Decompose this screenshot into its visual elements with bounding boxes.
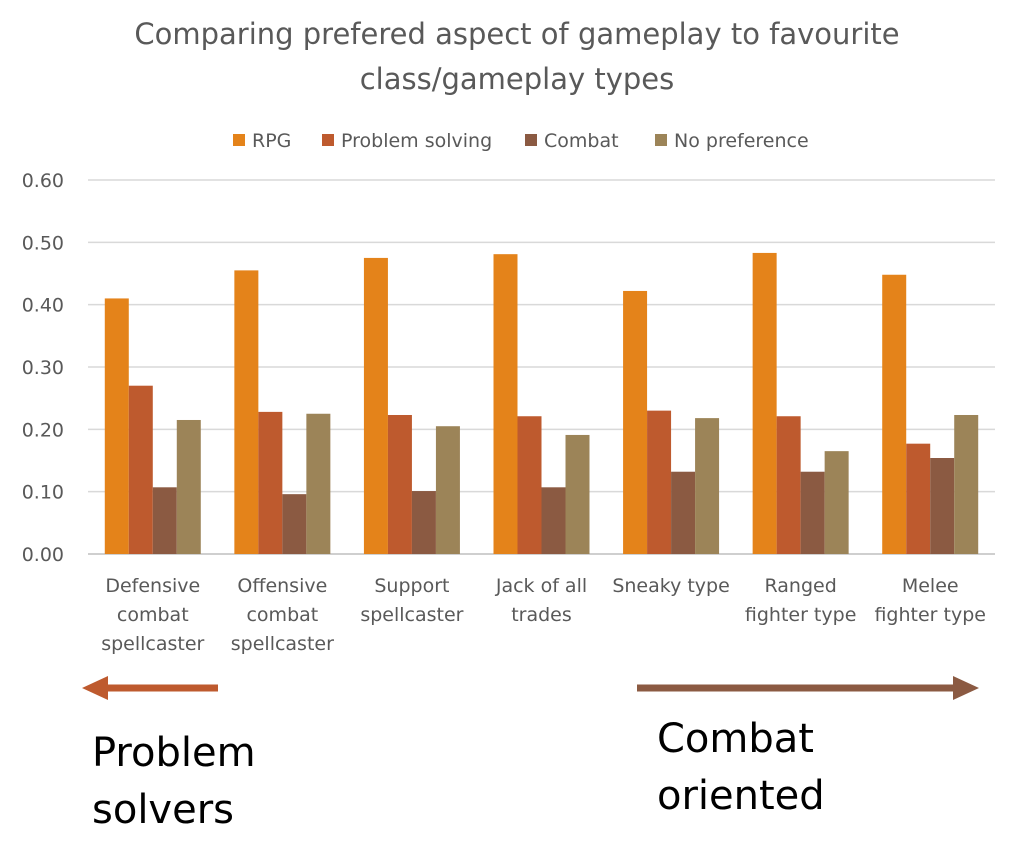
bar-problem-solving xyxy=(906,443,931,554)
bar-rpg xyxy=(493,254,518,554)
bar-problem-solving xyxy=(776,416,801,554)
bar-rpg xyxy=(234,270,259,554)
legend-label: Problem solving xyxy=(341,130,492,152)
legend-label: Combat xyxy=(544,130,619,152)
bar-no-preference xyxy=(435,426,460,554)
legend-swatch xyxy=(655,134,667,146)
chart-title: class/gameplay types xyxy=(360,62,675,96)
y-tick-label: 0.40 xyxy=(22,295,64,317)
bar-problem-solving xyxy=(128,385,153,554)
legend-label: No preference xyxy=(674,130,809,152)
legend-swatch xyxy=(525,134,537,146)
x-tick-label: Jack of all xyxy=(495,575,587,597)
bar-combat xyxy=(930,458,955,554)
x-tick-label: spellcaster xyxy=(101,633,204,655)
y-tick-label: 0.20 xyxy=(22,419,64,441)
x-tick-label: combat xyxy=(246,604,318,626)
x-tick-label: fighter type xyxy=(745,604,857,626)
x-tick-label: Offensive xyxy=(237,575,327,597)
bar-problem-solving xyxy=(387,414,412,554)
x-tick-label: Melee xyxy=(902,575,959,597)
x-tick-label: Ranged xyxy=(765,575,837,597)
bar-combat xyxy=(411,491,436,554)
x-tick-label: fighter type xyxy=(874,604,986,626)
combat-oriented-label: oriented xyxy=(657,773,825,819)
x-tick-label: Support xyxy=(374,575,449,597)
bar-rpg xyxy=(623,290,648,554)
legend-swatch xyxy=(322,134,334,146)
problem-solvers-label: solvers xyxy=(92,787,234,833)
x-tick-label: Defensive xyxy=(105,575,200,597)
x-tick-label: combat xyxy=(117,604,189,626)
bar-rpg xyxy=(363,257,388,554)
bar-combat xyxy=(152,487,177,554)
y-tick-label: 0.50 xyxy=(22,232,64,254)
y-tick-label: 0.10 xyxy=(22,482,64,504)
bar-rpg xyxy=(882,274,907,554)
bar-no-preference xyxy=(695,418,720,554)
bar-problem-solving xyxy=(517,416,542,554)
combat-oriented-label: Combat xyxy=(657,716,814,762)
y-tick-label: 0.00 xyxy=(22,544,64,566)
legend-swatch xyxy=(233,134,245,146)
bar-combat xyxy=(671,471,696,554)
bar-problem-solving xyxy=(647,410,672,554)
bar-rpg xyxy=(104,298,129,554)
x-tick-label: Sneaky type xyxy=(612,575,730,597)
left-arrow-head xyxy=(82,676,108,700)
bar-no-preference xyxy=(306,413,331,554)
bar-combat xyxy=(282,494,307,554)
bar-no-preference xyxy=(954,414,979,554)
problem-solvers-label: Problem xyxy=(92,730,256,776)
bar-combat xyxy=(541,487,566,554)
right-arrow-head xyxy=(953,676,979,700)
x-tick-label: spellcaster xyxy=(360,604,463,626)
bar-rpg xyxy=(752,252,777,554)
legend-label: RPG xyxy=(252,130,291,152)
bar-no-preference xyxy=(176,419,201,554)
chart-title: Comparing prefered aspect of gameplay to… xyxy=(134,17,899,51)
y-tick-label: 0.30 xyxy=(22,357,64,379)
bar-no-preference xyxy=(565,434,590,554)
x-tick-label: spellcaster xyxy=(231,633,334,655)
x-tick-label: trades xyxy=(511,604,572,626)
bar-no-preference xyxy=(824,451,849,554)
bar-combat xyxy=(800,471,825,554)
bar-problem-solving xyxy=(258,411,283,554)
y-tick-label: 0.60 xyxy=(22,170,64,192)
